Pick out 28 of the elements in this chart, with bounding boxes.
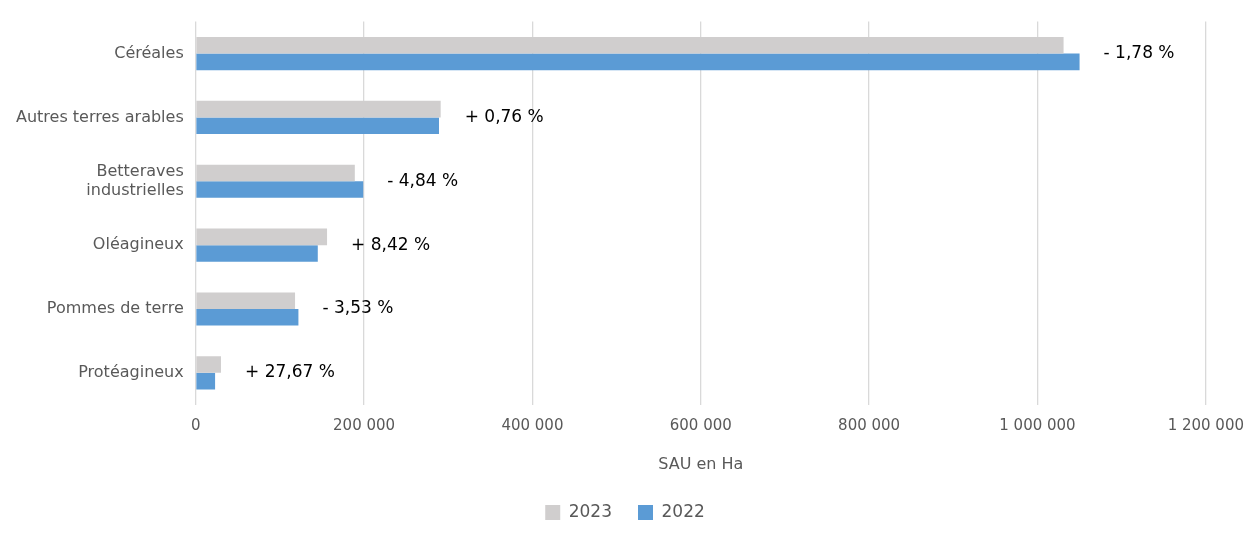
- annotation: - 1,78 %: [1103, 41, 1175, 62]
- x-axis-title: SAU en Ha: [658, 453, 744, 473]
- legend-label: 2023: [568, 500, 612, 521]
- y-tick-label: Betteraves industrielles: [86, 160, 184, 200]
- bar: [196, 117, 439, 135]
- x-tick-label: 400 000: [501, 415, 564, 434]
- annotation: - 4,84 %: [387, 169, 459, 190]
- x-tick-label: 600 000: [669, 415, 732, 434]
- y-tick-label: Autres terres arables: [15, 106, 184, 126]
- annotation: + 0,76 %: [464, 105, 544, 126]
- x-tick-label: 1 200 000: [1167, 415, 1244, 434]
- x-tick-label: 1 000 000: [999, 415, 1076, 434]
- annotation: - 3,53 %: [322, 297, 394, 318]
- x-tick-label: 800 000: [838, 415, 901, 434]
- bar: [196, 53, 1080, 71]
- x-tick-label: 0: [190, 415, 201, 434]
- y-tick-label: Céréales: [114, 42, 184, 62]
- bar: [196, 309, 299, 326]
- y-tick-label: Oléagineux: [92, 234, 184, 254]
- y-tick-label: Pommes de terre: [46, 298, 184, 318]
- bar: [196, 372, 216, 390]
- annotation: + 8,42 %: [351, 233, 431, 254]
- bar: [196, 245, 318, 262]
- legend-label: 2022: [661, 500, 705, 521]
- y-tick-label: Protéagineux: [78, 362, 184, 382]
- annotation: + 27,67 %: [244, 361, 335, 382]
- bar: [196, 181, 364, 198]
- x-tick-label: 200 000: [333, 415, 396, 434]
